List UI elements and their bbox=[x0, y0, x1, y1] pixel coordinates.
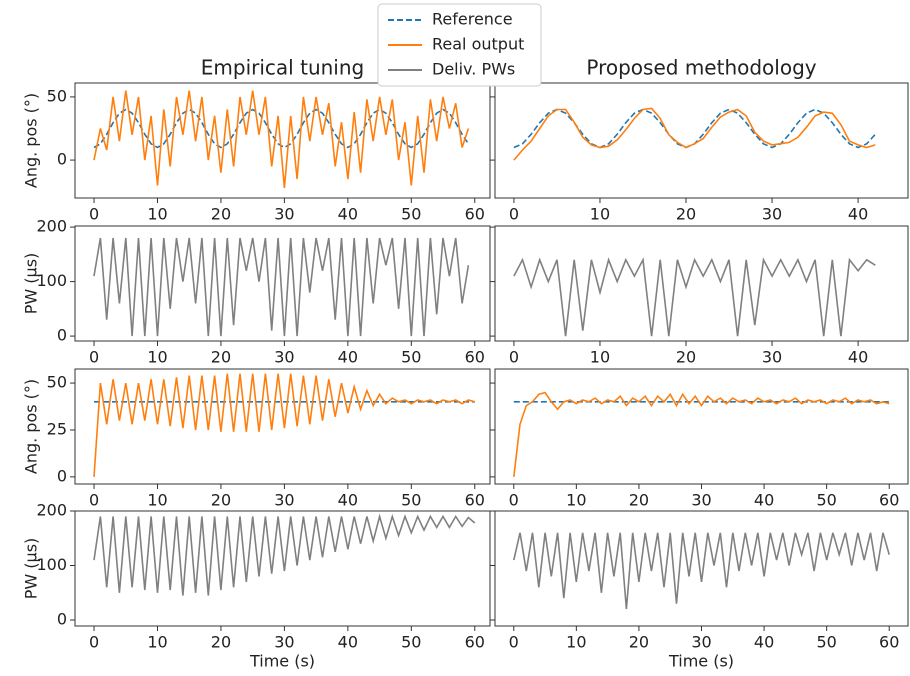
y-tick-label: 100 bbox=[36, 555, 67, 574]
x-tick-label: 50 bbox=[401, 491, 421, 510]
axes-frame bbox=[494, 82, 909, 199]
x-tick-label: 30 bbox=[762, 205, 782, 224]
y-tick-label: 100 bbox=[36, 271, 67, 290]
x-tick-label: 40 bbox=[338, 205, 358, 224]
data-line bbox=[513, 107, 876, 161]
x-tick-label: 10 bbox=[147, 491, 167, 510]
y-tick-label: 25 bbox=[47, 419, 67, 438]
data-line bbox=[93, 237, 470, 337]
x-tick-label: 10 bbox=[590, 205, 610, 224]
x-tick-label: 10 bbox=[147, 348, 167, 367]
x-tick-label: 10 bbox=[147, 205, 167, 224]
x-tick-label: 40 bbox=[754, 491, 774, 510]
x-tick-label: 40 bbox=[338, 633, 358, 652]
x-tick-label: 20 bbox=[211, 633, 231, 652]
x-tick-label: 60 bbox=[465, 491, 485, 510]
legend: Reference Real output Deliv. PWs bbox=[377, 3, 542, 87]
x-tick-label: 50 bbox=[816, 491, 836, 510]
x-tick-label: 50 bbox=[401, 633, 421, 652]
x-tick-label: 0 bbox=[509, 348, 519, 367]
x-tick-label: 30 bbox=[274, 491, 294, 510]
x-tick-label: 10 bbox=[566, 633, 586, 652]
x-tick-label: 20 bbox=[211, 205, 231, 224]
y-axis-label: PW (μs) bbox=[22, 253, 41, 315]
data-line bbox=[93, 373, 476, 477]
x-tick-label: 30 bbox=[691, 491, 711, 510]
data-line bbox=[93, 108, 470, 149]
panel-title: Proposed methodology bbox=[586, 56, 816, 80]
x-tick-label: 60 bbox=[879, 491, 899, 510]
y-tick-label: 0 bbox=[57, 326, 67, 345]
axes-frame bbox=[74, 225, 491, 342]
axes-frame bbox=[494, 225, 909, 342]
x-tick-label: 20 bbox=[676, 348, 696, 367]
y-axis-label: Ang. pos (°) bbox=[22, 379, 41, 474]
x-tick-label: 60 bbox=[465, 205, 485, 224]
x-tick-label: 20 bbox=[676, 205, 696, 224]
data-line bbox=[513, 532, 890, 610]
data-line bbox=[93, 513, 476, 596]
x-tick-label: 50 bbox=[401, 205, 421, 224]
x-tick-label: 40 bbox=[338, 491, 358, 510]
x-tick-label: 50 bbox=[401, 348, 421, 367]
x-tick-label: 60 bbox=[465, 633, 485, 652]
y-tick-label: 0 bbox=[57, 466, 67, 485]
axes-frame bbox=[74, 510, 491, 627]
x-tick-label: 30 bbox=[691, 633, 711, 652]
axes-frame bbox=[494, 368, 909, 485]
x-tick-label: 20 bbox=[629, 491, 649, 510]
panel-title: Empirical tuning bbox=[201, 56, 364, 80]
x-tick-label: 30 bbox=[762, 348, 782, 367]
axes-frame bbox=[494, 510, 909, 627]
x-tick-label: 0 bbox=[89, 348, 99, 367]
x-tick-label: 60 bbox=[465, 348, 485, 367]
x-tick-label: 40 bbox=[848, 348, 868, 367]
x-tick-label: 60 bbox=[879, 633, 899, 652]
y-tick-label: 200 bbox=[36, 501, 67, 520]
x-tick-label: 0 bbox=[509, 491, 519, 510]
x-tick-label: 0 bbox=[509, 633, 519, 652]
x-tick-label: 10 bbox=[566, 491, 586, 510]
axes-frame bbox=[74, 368, 491, 485]
data-line bbox=[513, 257, 876, 337]
x-tick-label: 0 bbox=[89, 491, 99, 510]
x-tick-label: 10 bbox=[147, 633, 167, 652]
x-tick-label: 20 bbox=[629, 633, 649, 652]
data-line bbox=[513, 391, 890, 477]
x-tick-label: 0 bbox=[509, 205, 519, 224]
x-axis-label: Time (s) bbox=[668, 652, 734, 671]
x-tick-label: 40 bbox=[338, 348, 358, 367]
legend-label: Deliv. PWs bbox=[432, 60, 515, 79]
x-tick-label: 50 bbox=[816, 633, 836, 652]
x-axis-label: Time (s) bbox=[249, 652, 315, 671]
data-line bbox=[513, 108, 876, 149]
x-tick-label: 30 bbox=[274, 205, 294, 224]
legend-box bbox=[377, 3, 542, 87]
y-tick-label: 0 bbox=[57, 150, 67, 169]
y-axis-label: PW (μs) bbox=[22, 538, 41, 600]
y-tick-label: 0 bbox=[57, 610, 67, 629]
x-tick-label: 40 bbox=[848, 205, 868, 224]
legend-label: Reference bbox=[432, 10, 513, 29]
y-tick-label: 50 bbox=[47, 86, 67, 105]
y-tick-label: 50 bbox=[47, 373, 67, 392]
y-axis-label: Ang. pos (°) bbox=[22, 93, 41, 188]
x-tick-label: 10 bbox=[590, 348, 610, 367]
x-tick-label: 30 bbox=[274, 348, 294, 367]
x-tick-label: 20 bbox=[211, 491, 231, 510]
x-tick-label: 40 bbox=[754, 633, 774, 652]
y-tick-label: 200 bbox=[36, 217, 67, 236]
x-tick-label: 30 bbox=[274, 633, 294, 652]
data-line bbox=[93, 90, 470, 188]
legend-label: Real output bbox=[432, 35, 524, 54]
x-tick-label: 0 bbox=[89, 205, 99, 224]
x-tick-label: 20 bbox=[211, 348, 231, 367]
x-tick-label: 0 bbox=[89, 633, 99, 652]
axes-frame bbox=[74, 82, 491, 199]
